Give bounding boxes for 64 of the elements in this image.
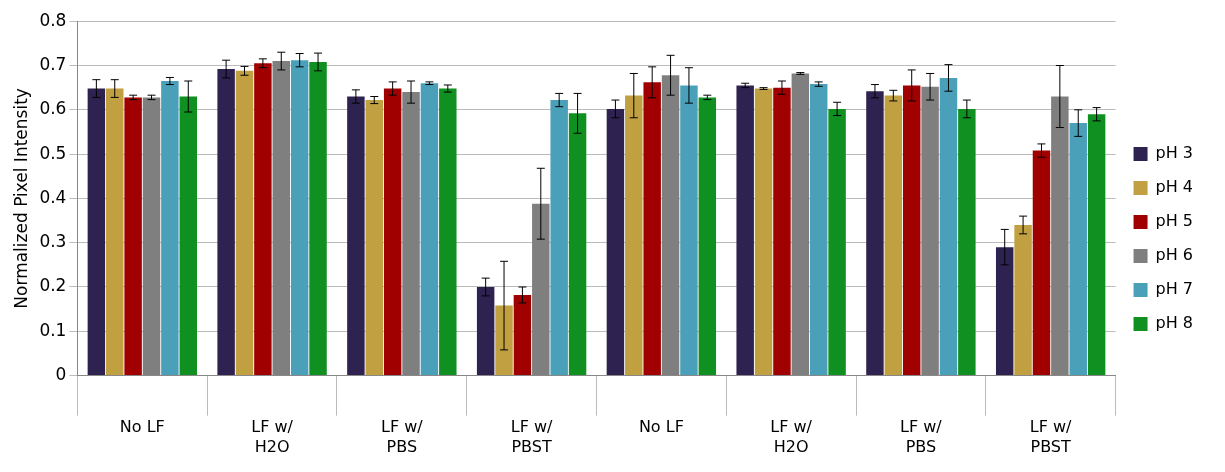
bar xyxy=(606,108,625,376)
bar xyxy=(365,100,383,376)
legend-label: pH 8 xyxy=(1155,313,1193,333)
bar xyxy=(1014,224,1032,376)
bar xyxy=(87,88,106,376)
bar xyxy=(995,247,1014,376)
bar xyxy=(254,63,272,376)
legend-label: pH 3 xyxy=(1155,143,1193,163)
bar xyxy=(884,95,903,376)
bar xyxy=(568,113,587,376)
bar xyxy=(309,61,327,376)
bar xyxy=(1069,123,1087,376)
y-tick-label: 0.3 xyxy=(39,231,67,252)
bar xyxy=(383,88,402,376)
y-tick-label: 0.1 xyxy=(39,319,67,340)
bar xyxy=(106,88,124,376)
x-tick-label: LF w/ PBS xyxy=(381,417,424,456)
bar xyxy=(439,88,457,376)
bar xyxy=(550,100,568,376)
bar xyxy=(290,60,309,376)
bar xyxy=(773,87,791,376)
x-tick-label: LF w/ PBS xyxy=(900,417,943,456)
bar xyxy=(902,85,921,376)
bar xyxy=(866,91,884,376)
bar xyxy=(476,287,495,376)
bar xyxy=(754,88,773,376)
x-tick-label: LF w/ H2O xyxy=(770,417,813,456)
bar xyxy=(420,83,439,376)
y-tick-label: 0.5 xyxy=(39,142,67,163)
bar xyxy=(1032,150,1051,376)
bar xyxy=(680,85,698,376)
bar xyxy=(1087,114,1106,376)
bar xyxy=(828,108,846,376)
bar xyxy=(217,69,235,376)
bar xyxy=(643,82,661,376)
bar xyxy=(495,305,513,376)
x-tick-label: LF w/ PBST xyxy=(510,417,554,456)
bar xyxy=(124,97,142,376)
legend-label: pH 4 xyxy=(1155,177,1193,197)
x-tick-label: No LF xyxy=(638,417,684,437)
bar xyxy=(698,97,717,376)
bar xyxy=(161,81,179,376)
bar xyxy=(939,77,958,376)
y-tick-label: 0.6 xyxy=(39,98,67,119)
bar xyxy=(736,85,754,376)
legend-label: pH 5 xyxy=(1155,211,1193,231)
x-tick-label: No LF xyxy=(119,417,165,437)
legend-label: pH 6 xyxy=(1155,245,1193,265)
bar xyxy=(235,70,254,376)
bar xyxy=(958,108,976,376)
y-axis-title: Normalized Pixel Intensity xyxy=(10,88,31,309)
legend-label: pH 7 xyxy=(1155,279,1193,299)
x-tick-label: LF w/ PBST xyxy=(1029,417,1073,456)
bar xyxy=(625,95,643,376)
x-tick-label: LF w/ H2O xyxy=(251,417,294,456)
y-tick-label: 0.2 xyxy=(39,275,67,296)
bar xyxy=(347,96,365,376)
bar xyxy=(513,294,532,376)
bar xyxy=(179,96,198,376)
y-tick-label: 0.8 xyxy=(39,9,67,30)
y-tick-label: 0.7 xyxy=(39,53,67,74)
bar xyxy=(809,84,828,376)
y-tick-label: 0 xyxy=(55,364,67,385)
y-tick-label: 0.4 xyxy=(39,186,67,207)
